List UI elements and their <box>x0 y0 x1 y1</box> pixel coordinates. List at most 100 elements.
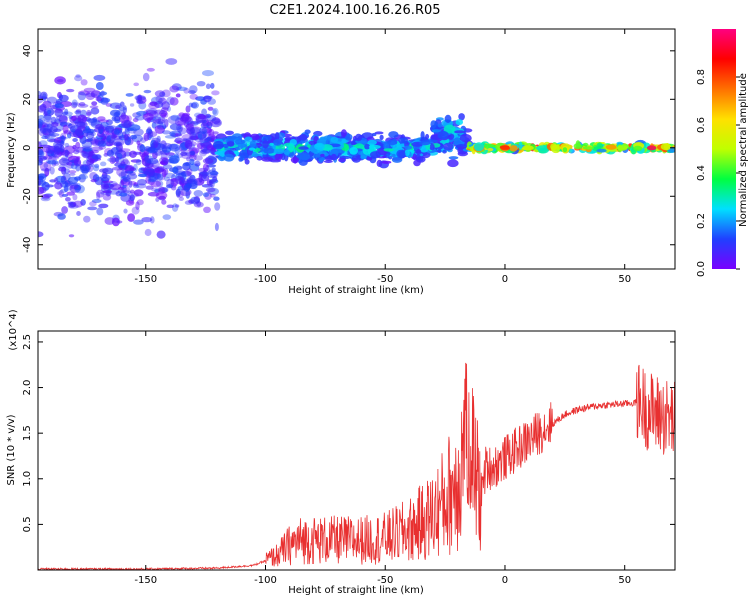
spectrogram-cell <box>95 96 103 102</box>
spectrogram-cell <box>175 93 181 98</box>
spectrogram-cell <box>181 171 187 177</box>
spectrogram-cell <box>98 203 109 209</box>
spectrogram-cell <box>49 126 58 133</box>
spectrogram-cell <box>53 177 59 184</box>
spectrogram-cell <box>114 128 120 135</box>
spectrogram-cell <box>181 134 193 142</box>
spectrogram-cell <box>54 103 64 109</box>
spectrogram-cell <box>49 166 55 175</box>
spectrogram-cell <box>100 174 111 182</box>
spectrogram-cell <box>86 138 93 142</box>
spectrogram-cell <box>304 129 311 135</box>
spectrogram-cell <box>160 161 168 165</box>
spectrogram-cell <box>120 112 127 120</box>
spectrogram-cell <box>46 160 59 165</box>
spectrogram-y-tick-label: 40 <box>22 44 33 57</box>
spectrogram-cell <box>141 217 153 223</box>
spectrogram-cell <box>121 119 133 128</box>
spectrogram-cell <box>128 180 133 188</box>
spectrogram-cell <box>500 147 511 151</box>
spectrogram-cell <box>298 146 309 150</box>
spectrogram-cell <box>200 149 211 155</box>
spectrogram-cell <box>443 142 454 151</box>
spectrogram-cell <box>44 134 50 139</box>
spectrogram-cell <box>86 109 92 117</box>
spectrogram-cell <box>161 107 169 112</box>
spectrogram-cell <box>193 201 204 208</box>
spectrogram-cell <box>76 211 81 216</box>
spectrogram-cell <box>48 156 59 160</box>
spectrogram-cell <box>153 119 165 124</box>
spectrogram-cell <box>43 111 48 117</box>
spectrogram-cell <box>90 179 97 183</box>
spectrogram-cell <box>197 142 205 150</box>
spectrogram-cell <box>376 159 383 167</box>
spectrogram-cell <box>190 101 199 109</box>
spectrogram-cell <box>244 136 253 143</box>
spectrogram-cell <box>146 117 151 124</box>
spectrogram-cell <box>122 158 129 165</box>
spectrogram-cell <box>108 140 114 144</box>
snr-x-tick-label: 0 <box>502 575 508 586</box>
spectrogram-cell <box>190 196 201 205</box>
spectrogram-cell <box>175 188 181 196</box>
spectrogram-cell <box>97 116 106 121</box>
spectrogram-cell <box>212 131 219 135</box>
spectrogram-cell <box>130 134 138 140</box>
spectrogram-cell <box>58 158 70 166</box>
spectrogram-cell <box>214 222 219 232</box>
spectrogram-cell <box>183 162 190 167</box>
spectrogram-cell <box>209 193 216 198</box>
spectrogram-y-tick-label: -20 <box>22 188 33 204</box>
snr-series <box>38 362 675 570</box>
spectrogram-cell <box>194 160 201 167</box>
spectrogram-cell <box>170 114 180 121</box>
colorbar-tick-label: 0.4 <box>696 165 707 181</box>
spectrogram-cell <box>133 219 144 225</box>
spectrogram-cell <box>112 138 125 147</box>
spectrogram-cell <box>263 147 275 154</box>
spectrogram-cell <box>68 234 75 238</box>
spectrogram-cell <box>195 162 201 167</box>
spectrogram-cell <box>202 169 208 179</box>
spectrogram-cell <box>431 129 442 133</box>
spectrogram-cell <box>171 203 179 212</box>
colorbar-ticks: 0.0 0.2 0.4 0.6 0.8 <box>696 69 740 277</box>
spectrogram-cell <box>443 124 456 134</box>
spectrogram-cell <box>114 162 123 167</box>
spectrogram-cell <box>388 131 399 138</box>
colorbar-label: Normalized spectral amplitude <box>738 73 749 227</box>
spectrogram-cell <box>283 149 291 155</box>
spectrogram-cell <box>143 89 152 94</box>
spectrogram-cell <box>60 122 72 127</box>
spectrogram-cell <box>202 70 214 77</box>
spectrogram-cell <box>180 115 192 123</box>
snr-y-tick-label: 1.0 <box>22 471 33 487</box>
spectrogram-cell <box>391 156 403 163</box>
spectrogram-cell <box>122 186 127 193</box>
spectrogram-cell <box>442 149 447 154</box>
spectrogram-cell <box>161 199 167 205</box>
spectrogram-cell <box>105 191 111 197</box>
spectrogram-cell <box>63 130 71 135</box>
spectrogram-cell <box>89 172 98 180</box>
spectrogram-cell <box>202 163 209 172</box>
spectrogram-cell <box>81 167 89 175</box>
spectrogram-cell <box>91 154 101 160</box>
spectrogram-cell <box>104 217 115 225</box>
spectrogram-cell <box>208 180 214 185</box>
colorbar-tick-label: 0.8 <box>696 69 707 85</box>
spectrogram-cell <box>161 130 171 135</box>
spectrogram-cell <box>80 79 88 86</box>
spectrogram-cell <box>142 112 154 121</box>
spectrogram-cell <box>44 167 50 177</box>
spectrogram-cell <box>518 141 523 150</box>
spectrogram-cell <box>184 140 193 149</box>
colorbar-tick-label: 0.0 <box>696 261 707 277</box>
spectrogram-cell <box>46 96 58 104</box>
spectrogram-cell <box>136 99 144 105</box>
spectrogram-cell <box>398 137 404 144</box>
spectrogram-cell <box>194 137 204 143</box>
spectrogram-cell <box>64 142 70 148</box>
spectrogram-cell <box>284 136 292 142</box>
